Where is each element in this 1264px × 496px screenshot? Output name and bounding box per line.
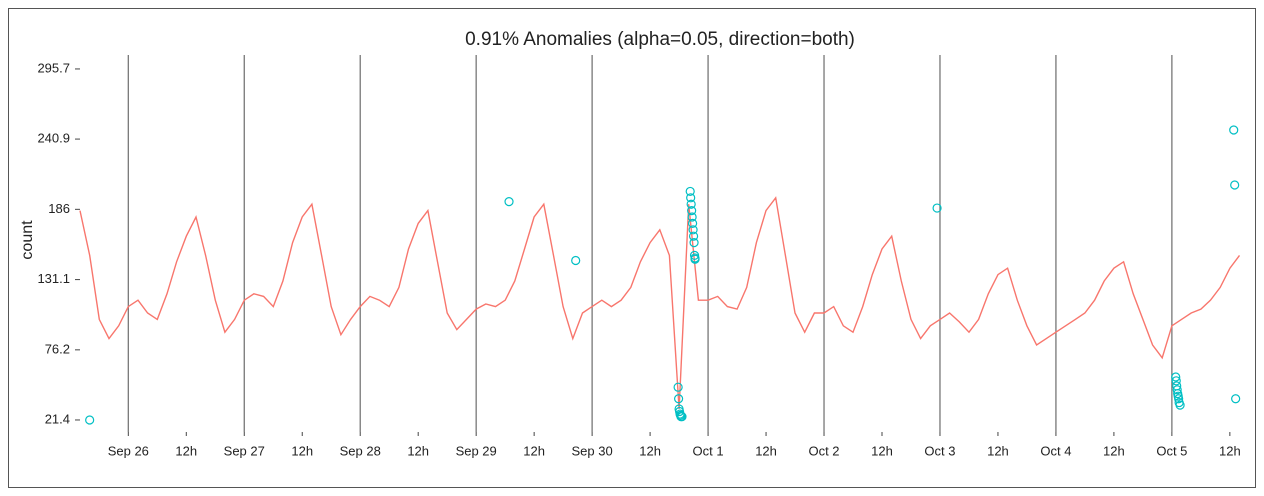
x-tick-label: Sep 27 [224, 443, 265, 458]
x-tick-label: 12h [755, 443, 777, 458]
x-tick-label: 12h [639, 443, 661, 458]
chart-title: 0.91% Anomalies (alpha=0.05, direction=b… [465, 29, 855, 50]
x-tick-label: 12h [987, 443, 1009, 458]
y-axis-title: count [19, 220, 36, 260]
anomaly-point [690, 254, 700, 264]
x-tick-label: Oct 4 [1040, 443, 1071, 458]
anomaly-point [1174, 394, 1184, 404]
series-line [79, 196, 1241, 410]
anomaly-point [1171, 376, 1181, 386]
x-tick-label: Sep 29 [456, 443, 497, 458]
anomaly-point [1229, 125, 1239, 135]
x-tick-label: 12h [523, 443, 545, 458]
x-tick-label: Oct 3 [924, 443, 955, 458]
y-tick-label: 240.9 [37, 131, 70, 146]
anomaly-point [689, 238, 699, 248]
x-tick-label: 12h [291, 443, 313, 458]
anomaly-point [1175, 400, 1185, 410]
y-tick-label: 295.7 [37, 60, 70, 75]
x-tick-label: Sep 30 [572, 443, 613, 458]
anomaly-point [1172, 385, 1182, 395]
x-tick-label: Sep 26 [108, 443, 149, 458]
anomaly-point [688, 231, 699, 241]
y-tick-label: 76.2 [45, 341, 70, 356]
anomaly-point [687, 206, 697, 216]
anomaly-point [1171, 372, 1181, 382]
anomaly-point [687, 212, 697, 222]
anomaly-point [688, 218, 698, 229]
x-tick-label: Oct 2 [808, 443, 839, 458]
anomaly-point [677, 412, 687, 422]
anomaly-point [571, 255, 581, 266]
anomaly-point [85, 415, 95, 425]
anomaly-point [1231, 394, 1241, 404]
x-tick-label: Oct 1 [693, 443, 724, 458]
x-tick-label: 12h [871, 443, 893, 458]
anomaly-point [674, 394, 684, 404]
x-tick-label: 12h [175, 443, 197, 458]
anomaly-point [686, 199, 696, 209]
anomaly-point [686, 193, 696, 203]
anomaly-point [932, 203, 942, 213]
y-tick-label: 131.1 [37, 271, 70, 286]
x-tick-label: 12h [1219, 443, 1241, 458]
x-tick-label: Oct 5 [1156, 443, 1187, 458]
x-tick-label: 12h [1103, 443, 1125, 458]
anomaly-point [673, 382, 683, 392]
anomaly-point [688, 225, 698, 235]
x-tick-label: 12h [407, 443, 429, 458]
anomaly-point [504, 197, 514, 207]
y-tick-label: 21.4 [45, 411, 70, 426]
x-tick-label: Sep 28 [340, 443, 381, 458]
frame [8, 8, 1256, 488]
y-tick-label: 186 [48, 201, 70, 216]
anomaly-point [1230, 180, 1240, 190]
anomaly-point [685, 186, 695, 197]
